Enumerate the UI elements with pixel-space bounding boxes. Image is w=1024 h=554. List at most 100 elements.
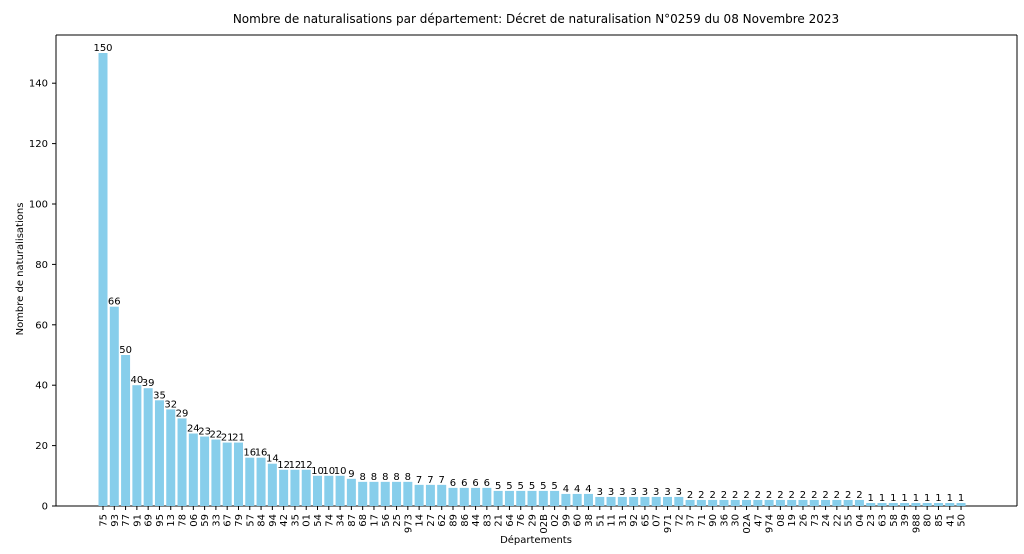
bar-value-label: 66 (108, 297, 121, 308)
x-tick-label: 94 (268, 514, 279, 527)
bar-value-label: 3 (619, 487, 625, 498)
bar-value-label: 21 (221, 433, 234, 444)
bar (132, 385, 142, 506)
x-tick-label: 56 (381, 514, 392, 527)
x-tick-label: 58 (889, 514, 900, 527)
x-tick-label: 90 (708, 514, 719, 527)
x-tick-label: 50 (957, 514, 968, 527)
bar (911, 502, 921, 506)
x-tick-label: 02B (539, 514, 550, 534)
x-tick-label: 47 (753, 514, 764, 527)
y-tick-label: 120 (29, 139, 48, 150)
x-tick-label: 02 (550, 514, 561, 527)
bar-value-label: 5 (540, 481, 546, 492)
y-tick-label: 80 (35, 260, 48, 271)
bar-value-label: 8 (405, 472, 411, 483)
bar (222, 442, 232, 506)
bar-value-label: 3 (664, 487, 670, 498)
bar-value-label: 16 (255, 448, 268, 459)
bar-value-label: 21 (232, 433, 245, 444)
bar (538, 490, 548, 506)
bar (877, 502, 887, 506)
x-tick-label: 62 (437, 514, 448, 527)
bar (787, 499, 797, 506)
x-tick-label: 51 (595, 514, 606, 527)
x-tick-label: 87 (347, 514, 358, 527)
y-tick-label: 60 (35, 320, 48, 331)
bar (245, 457, 255, 506)
bar (358, 481, 368, 506)
bar (866, 502, 876, 506)
x-tick-label: 36 (719, 514, 730, 527)
bar (583, 493, 593, 506)
bar-value-label: 3 (608, 487, 614, 498)
bar (380, 481, 390, 506)
x-tick-label: 973 (403, 514, 414, 533)
bar-value-label: 1 (913, 493, 919, 504)
bar-value-label: 5 (495, 481, 501, 492)
bar (775, 499, 785, 506)
x-tick-label: 27 (426, 514, 437, 527)
bar (730, 499, 740, 506)
bar (821, 499, 831, 506)
bar (437, 484, 447, 506)
y-tick-label: 40 (35, 381, 48, 392)
bar-value-label: 2 (698, 490, 704, 501)
bar-value-label: 2 (789, 490, 795, 501)
x-tick-label: 04 (855, 514, 866, 527)
bar-value-label: 16 (243, 448, 256, 459)
x-tick-label: 73 (810, 514, 821, 527)
bar (425, 484, 435, 506)
x-tick-label: 59 (200, 514, 211, 527)
bar-value-label: 4 (563, 484, 569, 495)
bar (617, 496, 627, 506)
x-tick-label: 971 (663, 514, 674, 533)
bar (809, 499, 819, 506)
x-tick-label: 57 (245, 514, 256, 527)
x-tick-label: 77 (121, 514, 132, 527)
bar-value-label: 6 (472, 478, 478, 489)
bar (143, 388, 153, 506)
bar (392, 481, 402, 506)
x-tick-label: 07 (652, 514, 663, 527)
bar (663, 496, 672, 506)
x-tick-label: 42 (279, 514, 290, 527)
bar-value-label: 4 (585, 484, 591, 495)
bar (471, 487, 481, 506)
bar (290, 469, 300, 506)
bar-value-label: 3 (630, 487, 636, 498)
bar-value-label: 2 (800, 490, 806, 501)
bar-value-label: 3 (676, 487, 682, 498)
bar-value-label: 1 (924, 493, 930, 504)
bar (674, 496, 684, 506)
bar-value-label: 50 (119, 345, 132, 356)
bar (550, 490, 560, 506)
bar-value-label: 2 (743, 490, 749, 501)
bar-value-label: 22 (210, 430, 223, 441)
bar-value-label: 2 (709, 490, 715, 501)
bar (798, 499, 808, 506)
x-tick-label: 69 (144, 514, 155, 527)
bar (346, 478, 356, 506)
bar (211, 439, 221, 506)
x-tick-label: 38 (584, 514, 595, 527)
bar (154, 400, 164, 506)
x-tick-label: 55 (844, 514, 855, 527)
bar (742, 499, 752, 506)
x-tick-label: 25 (392, 514, 403, 527)
x-tick-label: 64 (505, 514, 516, 527)
bar (708, 499, 718, 506)
bar-value-label: 1 (890, 493, 896, 504)
bar (900, 502, 910, 506)
bar-value-label: 12 (289, 460, 302, 471)
x-tick-label: 23 (866, 514, 877, 527)
x-tick-label: 17 (369, 514, 380, 527)
x-tick-label: 78 (178, 514, 189, 527)
bar-value-label: 4 (574, 484, 580, 495)
bar-value-label: 1 (935, 493, 941, 504)
bar (177, 418, 187, 506)
bar-value-label: 12 (300, 460, 313, 471)
bar (719, 499, 729, 506)
bar (403, 481, 413, 506)
bar (459, 487, 469, 506)
